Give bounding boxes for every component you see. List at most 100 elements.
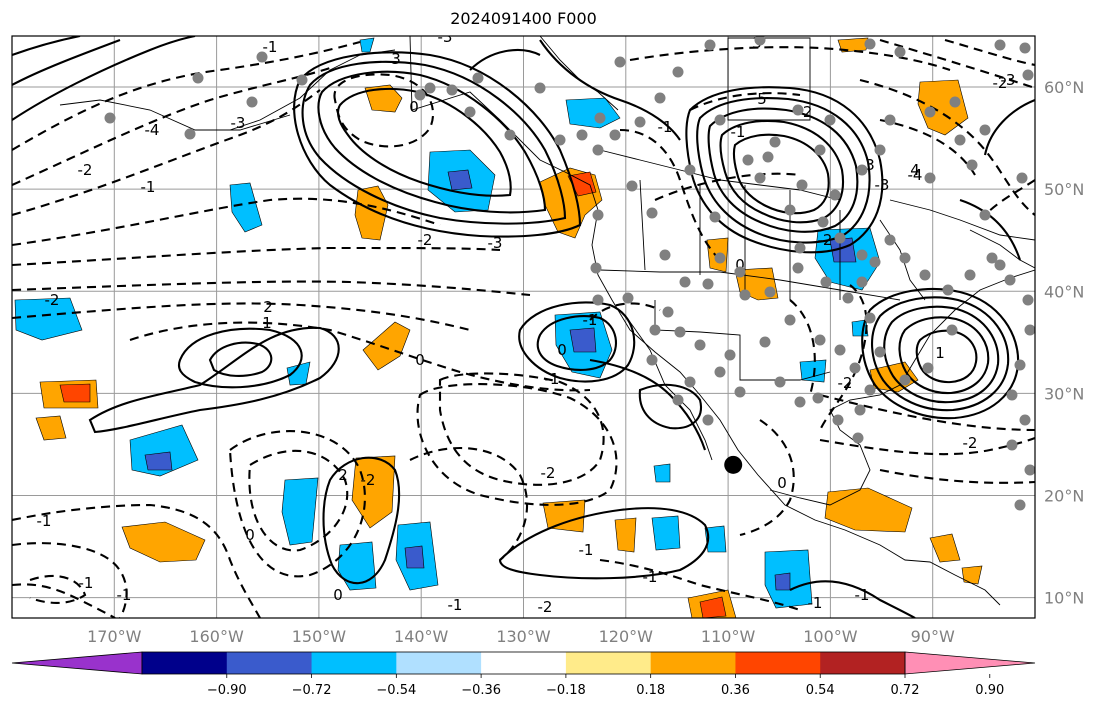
station-dot [1019,42,1031,54]
station-dot [424,82,436,94]
lon-tick-label: 110°W [701,627,756,646]
station-dot [646,207,658,219]
contour-label: -1 [545,370,560,388]
station-dot [296,74,308,86]
lon-tick-label: 100°W [803,627,858,646]
station-dot [1024,464,1035,476]
colorbar-label: 0.54 [806,683,835,698]
colorbar-label: −0.90 [207,683,247,698]
station-dot [759,336,771,348]
station-dot [784,204,796,216]
station-dot [922,362,934,374]
station-dot [864,38,876,50]
contour-label: -2 [963,434,978,452]
contour-label: -1 [855,586,870,604]
station-dot [634,116,646,128]
lon-tick-label: 170°W [87,627,142,646]
station-dot [1014,499,1026,511]
contour-label: -4 [145,121,160,139]
contour-label: 0 [415,351,425,369]
station-dot [192,72,204,84]
colorbar-segment [565,652,652,674]
station-dot [849,362,861,374]
station-dot [684,164,696,176]
lon-tick-label: 160°W [189,627,244,646]
station-dot [754,172,766,184]
colorbar-label: 0.18 [636,683,665,698]
lon-tick-label: 150°W [292,627,347,646]
station-dot [622,292,634,304]
colorbar-segment [226,652,313,674]
station-dot [856,249,868,261]
contour-label: -2 [361,471,376,489]
colorbar-label: 0.90 [975,683,1004,698]
station-dot [884,234,896,246]
station-dot [986,252,998,264]
station-dot [592,209,604,221]
contour-label: -4 [908,166,923,184]
contour-label: 0 [409,98,419,116]
station-dot [590,262,602,274]
contour-label: -2 [78,161,93,179]
station-dot [734,266,746,278]
contour-label: 3 [865,156,875,174]
station-dot [834,232,846,244]
lat-tick-label: 40°N [1044,282,1084,301]
colorbar: −0.90 −0.72 −0.54 −0.36 −0.18 0.18 0.36 0.54 0.7… [11,651,1036,698]
station-dot [894,46,906,58]
contour-label: -1 [37,512,52,530]
station-dot [864,312,876,324]
station-dot [714,252,726,264]
station-dot [739,289,751,301]
station-dot [672,394,684,406]
station-dot [966,159,978,171]
station-dot [856,276,868,288]
station-dot [464,106,476,118]
station-dot [764,286,776,298]
station-dot [1016,172,1028,184]
station-dot [646,354,658,366]
lon-tick-label: 120°W [599,627,654,646]
station-dot [949,96,961,108]
station-dot [1014,359,1026,371]
station-dot [672,66,684,78]
contour-label: 2 [338,466,348,484]
lon-tick-label: 130°W [496,627,551,646]
station-dot [534,82,546,94]
station-dot [246,96,258,108]
contour-label: 4 [910,161,920,179]
station-dot [1006,389,1018,401]
station-dot [554,134,566,146]
contour-label: 0 [557,341,567,359]
station-dot [702,414,714,426]
station-dot [820,276,832,288]
contour-label: -2 [541,464,556,482]
station-dot [662,306,674,318]
station-dot [946,324,958,336]
station-dot [654,92,666,104]
contour-label: -2 [838,374,853,392]
colorbar-extend-high [904,651,1036,675]
contour-label: -1 [579,541,594,559]
station-dot [852,432,864,444]
contour-label: -1 [141,178,156,196]
station-dot [614,56,626,68]
station-dot [864,384,876,396]
station-dot [874,144,886,156]
station-dot [769,136,781,148]
station-dot [609,129,621,141]
station-dot [762,151,774,163]
contour-label: -3 [438,28,453,46]
colorbar-segment [650,652,736,674]
station-dot [504,129,516,141]
station-dot [814,144,826,156]
station-dot [694,339,706,351]
contour-label: 0 [735,256,745,274]
station-dot [964,269,976,281]
contour-label: -1 [658,118,673,136]
station-dot [1004,274,1016,286]
station-dot [626,180,638,192]
contour-label: -2 [818,231,833,249]
lat-tick-label: 20°N [1044,486,1084,505]
lat-tick-label: 60°N [1044,78,1084,97]
